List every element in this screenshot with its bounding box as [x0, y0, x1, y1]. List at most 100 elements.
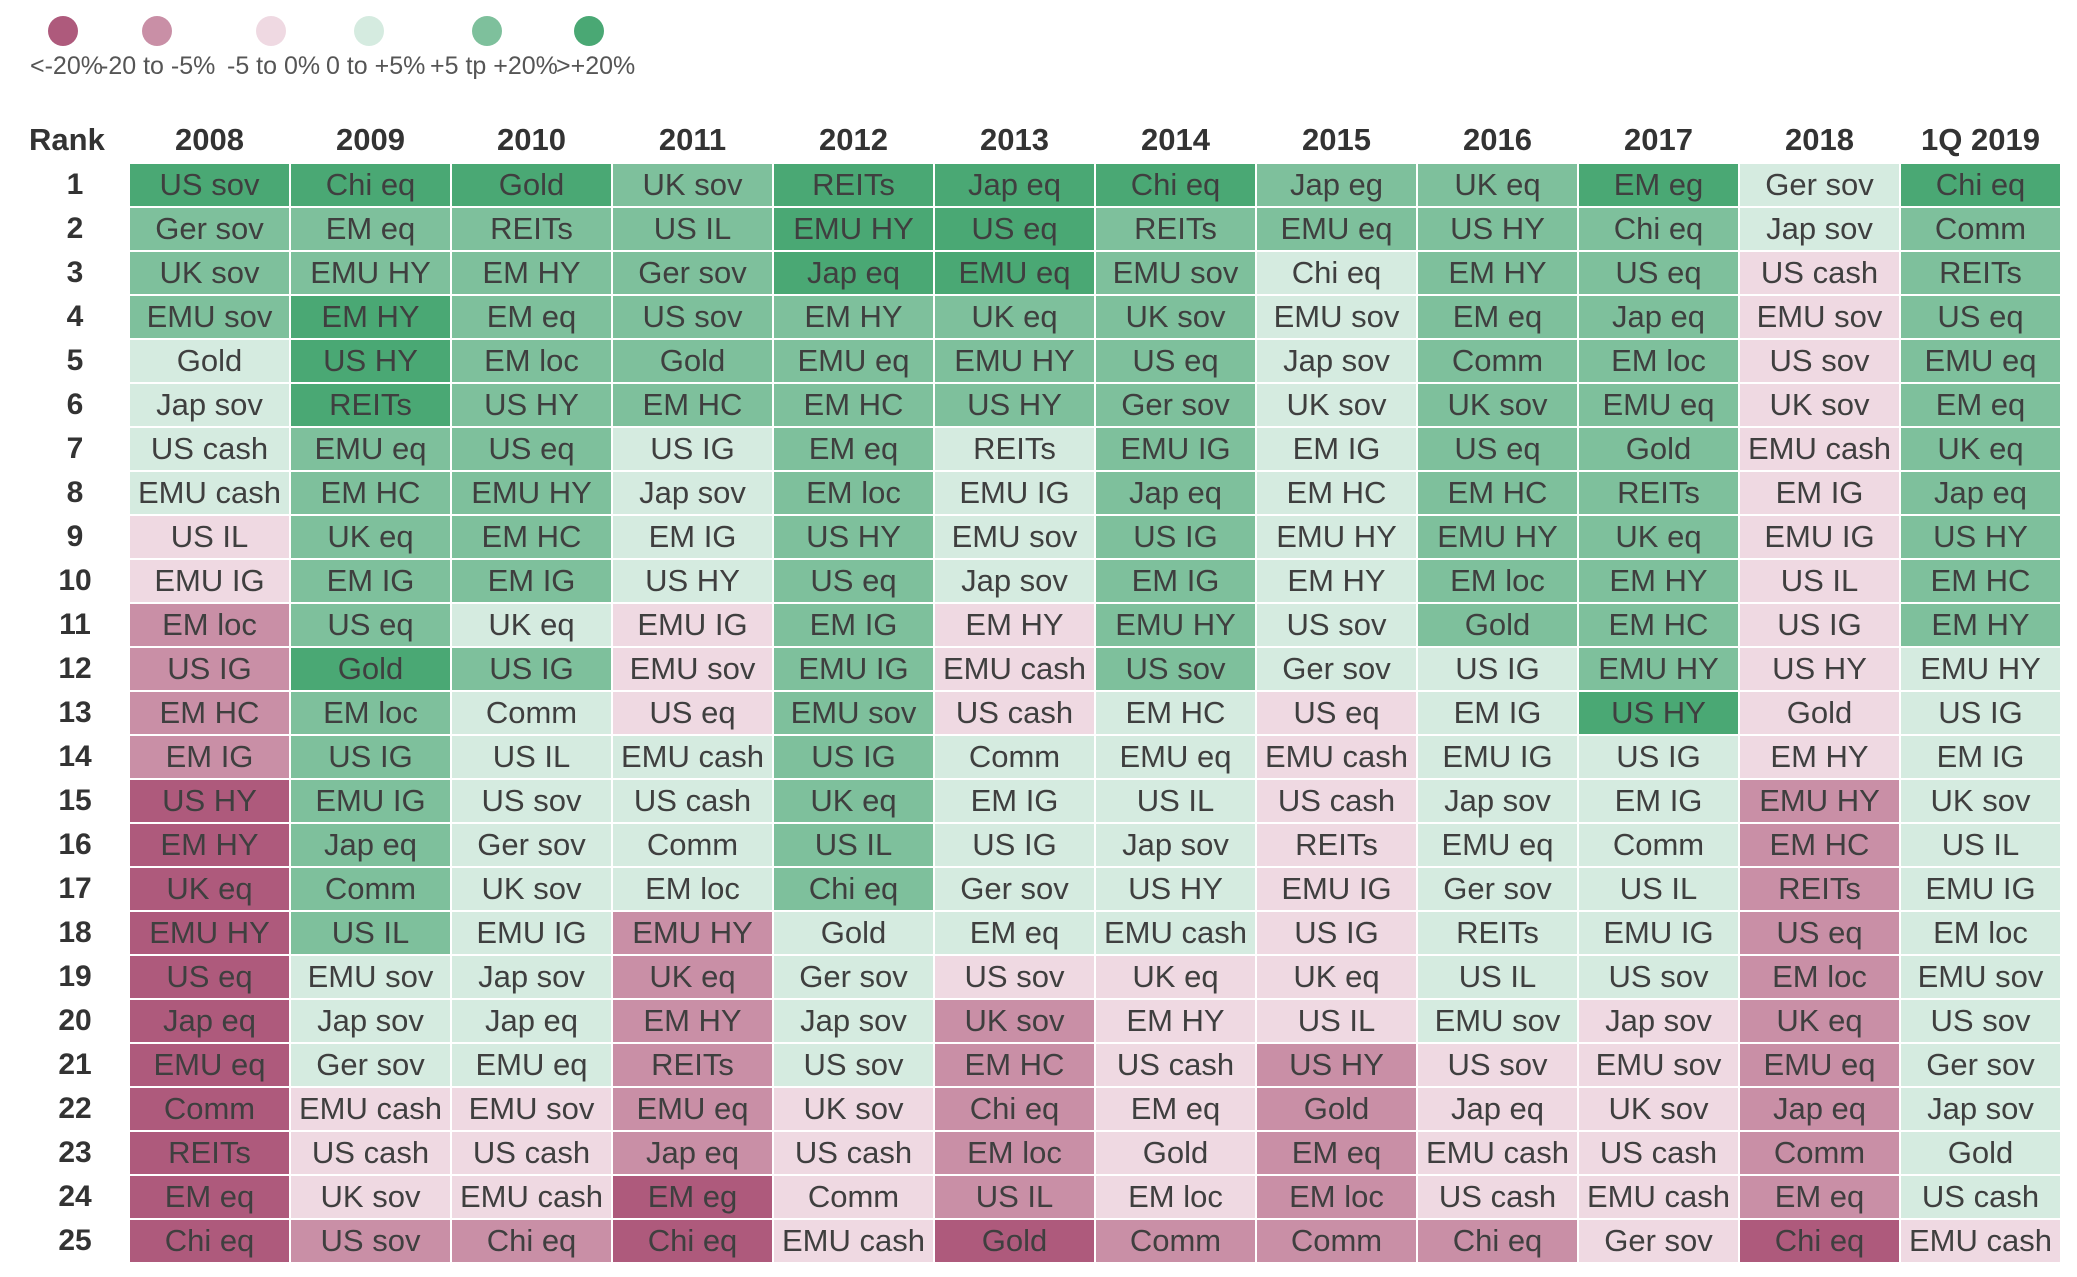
table-cell: US HY [611, 558, 774, 604]
table-cell: US sov [1255, 602, 1418, 648]
table-cell: EMU eq [1416, 822, 1579, 868]
table-cell: Comm [611, 822, 774, 868]
table-cell: EM IG [1577, 778, 1740, 824]
table-cell: Gold [450, 162, 613, 208]
table-row: 16 EM HY Jap eq Ger sov Comm US IL US IG Jap so… [20, 822, 2062, 868]
table-cell: US HY [933, 382, 1096, 428]
table-cell: US IG [1899, 690, 2062, 736]
table-row: 1 US sov Chi eq Gold UK sov REITs Jap eq Chi eq… [20, 162, 2062, 208]
table-cell: EM HC [1416, 470, 1579, 516]
column-header: 2017 [1624, 122, 1693, 157]
table-cell: EMU cash [128, 470, 291, 516]
table-cell: EM HC [128, 690, 291, 736]
table-cell: Jap sov [450, 954, 613, 1000]
table-cell: Jap sov [611, 470, 774, 516]
table-cell: Gold [289, 646, 452, 692]
table-cell: EM IG [1738, 470, 1901, 516]
rank-cell: 15 [20, 778, 130, 824]
table-cell: US sov [1577, 954, 1740, 1000]
table-cell: UK sov [611, 162, 774, 208]
legend-swatch [574, 16, 604, 46]
table-row: 18 EMU HY US IL EMU IG EMU HY Gold EM eq EMU ca… [20, 910, 2062, 956]
table-cell: Comm [1094, 1218, 1257, 1264]
table-cell: US cash [1577, 1130, 1740, 1176]
table-cell: UK eq [772, 778, 935, 824]
table-cell: Chi eq [1899, 162, 2062, 208]
table-cell: EM IG [128, 734, 291, 780]
table-cell: EM loc [1255, 1174, 1418, 1220]
table-cell: US HY [1416, 206, 1579, 252]
table-cell: Comm [1416, 338, 1579, 384]
table-cell: Ger sov [933, 866, 1096, 912]
table-cell: EM HC [1899, 558, 2062, 604]
legend-label: -20 to -5% [100, 52, 216, 80]
rank-cell: 21 [20, 1042, 130, 1088]
table-cell: EMU HY [933, 338, 1096, 384]
table-cell: Jap sov [1899, 1086, 2062, 1132]
table-cell: EM eq [1416, 294, 1579, 340]
table-cell: Gold [1255, 1086, 1418, 1132]
table-cell: US sov [1738, 338, 1901, 384]
table-cell: EM loc [1577, 338, 1740, 384]
table-cell: EMU HY [1738, 778, 1901, 824]
table-cell: EMU HY [1255, 514, 1418, 560]
table-cell: REITs [128, 1130, 291, 1176]
table-cell: Jap sov [128, 382, 291, 428]
table-cell: Gold [1738, 690, 1901, 736]
table-cell: US cash [1899, 1174, 2062, 1220]
table-cell: US IG [1416, 646, 1579, 692]
table-row: 7 US cash EMU eq US eq US IG EM eq REITs EMU IG… [20, 426, 2062, 472]
ranking-table: Rank 2008 2009 2010 2011 2012 2013 2014 2015 2016… [20, 118, 2062, 1264]
table-cell: EM eq [1899, 382, 2062, 428]
table-cell: UK sov [1899, 778, 2062, 824]
rank-cell: 1 [20, 162, 130, 208]
table-cell: EMU IG [450, 910, 613, 956]
table-cell: Comm [772, 1174, 935, 1220]
column-header: 2013 [980, 122, 1049, 157]
table-cell: Ger sov [289, 1042, 452, 1088]
table-cell: US HY [1255, 1042, 1418, 1088]
table-cell: EM IG [1255, 426, 1418, 472]
legend-item: <-20% [30, 14, 170, 84]
table-cell: EM HY [450, 250, 613, 296]
legend-swatch [472, 16, 502, 46]
table-cell: EMU sov [450, 1086, 613, 1132]
table-row: 22 Comm EMU cash EMU sov EMU eq UK sov Chi eq E… [20, 1086, 2062, 1132]
table-cell: EM eq [933, 910, 1096, 956]
table-cell: Jap sov [1738, 206, 1901, 252]
table-row: 25 Chi eq US sov Chi eq Chi eq EMU cash Gold Co… [20, 1218, 2062, 1264]
table-cell: US HY [1577, 690, 1740, 736]
table-cell: EMU sov [1738, 294, 1901, 340]
table-cell: EMU eq [128, 1042, 291, 1088]
table-cell: US IG [611, 426, 774, 472]
table-cell: UK eq [1577, 514, 1740, 560]
table-cell: EM HC [1255, 470, 1418, 516]
rank-cell: 9 [20, 514, 130, 560]
table-cell: Jap sov [933, 558, 1096, 604]
table-cell: EMU cash [1416, 1130, 1579, 1176]
table-cell: EM loc [1899, 910, 2062, 956]
legend-swatch [142, 16, 172, 46]
table-row: 4 EMU sov EM HY EM eq US sov EM HY UK eq UK sov… [20, 294, 2062, 340]
table-cell: US eq [1094, 338, 1257, 384]
column-header: 2009 [336, 122, 405, 157]
table-cell: EMU sov [289, 954, 452, 1000]
table-cell: EMU HY [289, 250, 452, 296]
legend-label: >+20% [556, 52, 636, 80]
table-cell: EMU cash [1255, 734, 1418, 780]
table-cell: REITs [450, 206, 613, 252]
table-cell: US sov [128, 162, 291, 208]
legend-label: 0 to +5% [326, 52, 426, 80]
table-cell: EM HC [1738, 822, 1901, 868]
table-cell: US IL [1899, 822, 2062, 868]
rank-cell: 19 [20, 954, 130, 1000]
table-cell: EMU cash [450, 1174, 613, 1220]
table-cell: Chi eq [772, 866, 935, 912]
table-cell: Jap eq [289, 822, 452, 868]
table-cell: US cash [1738, 250, 1901, 296]
column-header: 2015 [1302, 122, 1371, 157]
table-cell: US eq [450, 426, 613, 472]
table-cell: EM HY [933, 602, 1096, 648]
table-cell: Chi eq [1094, 162, 1257, 208]
table-cell: EMU IG [933, 470, 1096, 516]
